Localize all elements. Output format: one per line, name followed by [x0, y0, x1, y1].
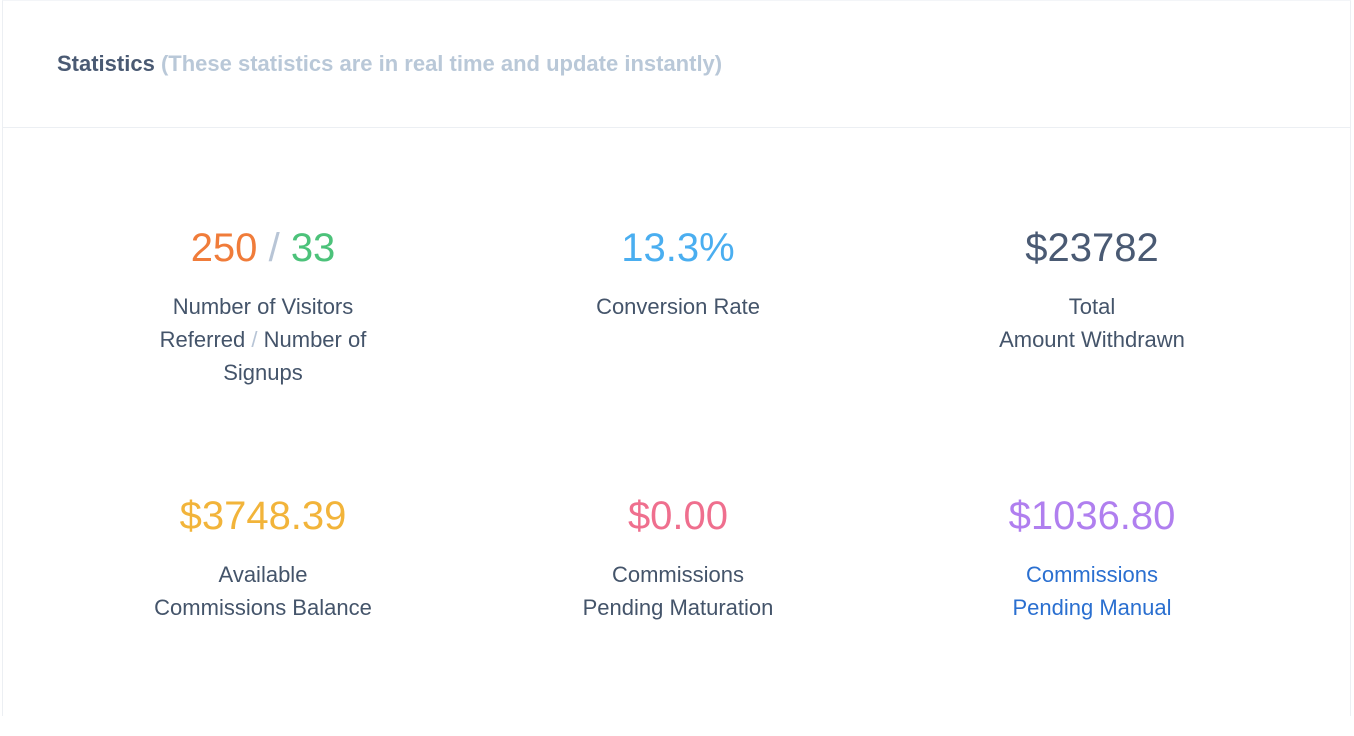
label-line: Commissions: [611, 562, 745, 587]
stat: $23782 Total Amount Withdrawn: [942, 224, 1242, 356]
stat: $1036.80 Commissions Pending Manual: [942, 492, 1242, 624]
stat-label: Conversion Rate: [553, 290, 803, 323]
stat-label: Available Commissions Balance: [138, 558, 388, 624]
stat-value: $0.00: [627, 494, 729, 538]
stat-value: 13.3%: [621, 226, 735, 270]
stat-value: $1036.80: [1008, 494, 1176, 538]
stat-value: $23782: [1025, 226, 1159, 270]
header-title: Statistics: [57, 51, 155, 76]
stat-value: $3748.39: [179, 494, 347, 538]
label-line[interactable]: Commissions: [1025, 562, 1159, 587]
stat-label: Commissions Pending Maturation: [553, 558, 803, 624]
label-line: Conversion Rate: [596, 294, 760, 319]
separator: /: [251, 327, 258, 352]
stat: $0.00 Commissions Pending Maturation: [528, 492, 828, 624]
card-header: Statistics (These statistics are in real…: [3, 1, 1350, 128]
label-part: Number of Visitors Referred: [159, 294, 354, 352]
label-line: Available: [218, 562, 308, 587]
stat-value: 250 / 33: [113, 224, 413, 272]
stat-label: Total Amount Withdrawn: [967, 290, 1217, 356]
stat: 250 / 33 Number of Visitors Referred / N…: [113, 224, 413, 389]
header-subtitle: (These statistics are in real time and u…: [160, 51, 723, 76]
separator: /: [268, 226, 280, 270]
signups-value: 33: [290, 226, 336, 270]
label-line: Amount Withdrawn: [999, 327, 1185, 352]
stat: $3748.39 Available Commissions Balance: [113, 492, 413, 624]
stat-link[interactable]: Commissions Pending Manual: [967, 558, 1217, 624]
stat: 13.3% Conversion Rate: [528, 224, 828, 323]
label-line[interactable]: Pending Manual: [1012, 595, 1172, 620]
label-line: Commissions Balance: [154, 595, 372, 620]
label-line: Pending Maturation: [582, 595, 774, 620]
statistics-card: Statistics (These statistics are in real…: [2, 0, 1351, 716]
label-part: Number of Signups: [223, 327, 367, 385]
visitors-value: 250: [190, 226, 258, 270]
label-line: Total: [1068, 294, 1116, 319]
stat-label: Number of Visitors Referred / Number of …: [138, 290, 388, 389]
